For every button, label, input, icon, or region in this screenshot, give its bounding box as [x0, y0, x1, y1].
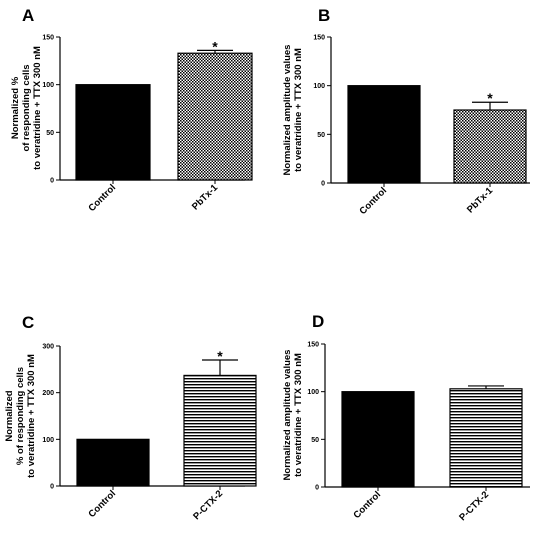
- y-axis-label: Normalized amplitude valuesto veratridin…: [282, 350, 304, 481]
- y-axis-label-line: Normalized amplitude values: [282, 350, 293, 481]
- y-axis-label-line: Normalized: [4, 390, 15, 441]
- y-axis-label-line: to veratridine + TTX 300 nM: [293, 353, 304, 477]
- significance-marker: *: [212, 38, 218, 54]
- y-axis-label-line: to veratridine + TTX 300 nM: [32, 46, 43, 170]
- y-tick-label: 100: [307, 389, 319, 396]
- y-axis-label-line: Normalized amplitude values: [282, 45, 293, 176]
- significance-marker: *: [487, 90, 493, 106]
- category-label: Control: [86, 488, 118, 520]
- panel-letter: B: [318, 6, 330, 25]
- y-tick-label: 200: [42, 390, 54, 397]
- y-axis-label-line: to veratridine + TTX 300 nM: [293, 48, 304, 172]
- y-tick-label: 0: [315, 485, 319, 492]
- panel-letter: C: [22, 313, 34, 332]
- y-tick-label: 300: [42, 344, 54, 351]
- category-label: PbTx-1: [465, 185, 496, 216]
- panel-letter: A: [22, 6, 34, 25]
- category-label: Control: [86, 182, 118, 214]
- y-tick-label: 150: [42, 35, 54, 42]
- bar-pbtx-1: [177, 52, 253, 181]
- y-axis-label: Normalized% of responding cellsto veratr…: [4, 354, 37, 478]
- y-tick-label: 150: [307, 342, 319, 349]
- category-label: P-CTX-2: [191, 488, 225, 522]
- y-tick-label: 50: [311, 437, 319, 444]
- category-label: PbTx-1: [190, 182, 221, 213]
- bar-pbtx-1: [453, 109, 527, 184]
- y-tick-label: 50: [46, 130, 54, 137]
- bar-p-ctx-2: [183, 374, 257, 487]
- panel-letter: D: [312, 312, 324, 331]
- category-label: Control: [351, 489, 383, 521]
- y-axis-label: Normalized %of responding cellsto veratr…: [10, 46, 43, 170]
- y-tick-label: 50: [317, 132, 325, 139]
- bar-control: [347, 85, 421, 184]
- y-axis-label: Normalized amplitude valuesto veratridin…: [282, 45, 304, 176]
- y-axis-label-line: to veratridine + TTX 300 nM: [26, 354, 37, 478]
- bar-control: [75, 84, 151, 181]
- y-tick-label: 0: [50, 484, 54, 491]
- bar-control: [76, 438, 150, 487]
- y-tick-label: 0: [50, 178, 54, 185]
- bar-p-ctx-2: [449, 388, 523, 488]
- y-tick-label: 100: [42, 437, 54, 444]
- y-tick-label: 0: [321, 181, 325, 188]
- y-tick-label: 150: [313, 35, 325, 42]
- y-tick-label: 100: [313, 83, 325, 90]
- y-axis-label-line: of responding cells: [21, 64, 32, 151]
- y-tick-label: 100: [42, 82, 54, 89]
- y-axis-label-line: Normalized %: [10, 76, 21, 139]
- bar-control: [341, 391, 415, 488]
- significance-marker: *: [217, 348, 223, 364]
- category-label: P-CTX-2: [457, 489, 491, 523]
- category-label: Control: [357, 185, 389, 217]
- y-axis-label-line: % of responding cells: [15, 367, 26, 465]
